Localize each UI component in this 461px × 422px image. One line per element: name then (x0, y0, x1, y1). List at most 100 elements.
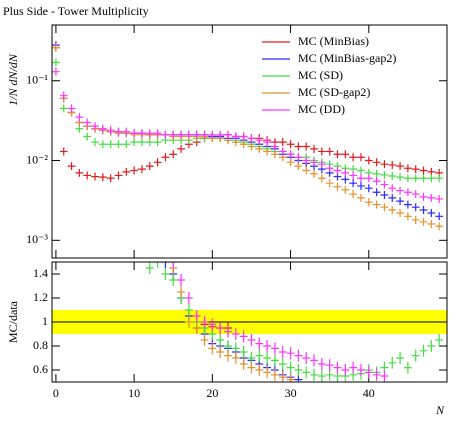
data-point (138, 138, 146, 147)
data-point (364, 366, 373, 379)
data-point (411, 203, 420, 212)
ratio-y-axis-label: MC/data (6, 300, 20, 343)
data-point (325, 179, 334, 188)
data-point (278, 346, 287, 358)
data-point (255, 337, 264, 350)
data-point (169, 274, 178, 286)
data-point (357, 364, 365, 376)
data-point (106, 126, 115, 135)
data-point (294, 153, 303, 162)
data-point (364, 156, 373, 165)
data-point (75, 113, 84, 122)
data-point (286, 373, 295, 382)
y-tick-label: 10⁻² (26, 152, 48, 166)
data-point (357, 166, 365, 175)
data-point (411, 190, 420, 199)
data-point (98, 140, 107, 149)
data-point (59, 91, 68, 100)
data-point (286, 361, 295, 374)
data-point (403, 164, 412, 173)
data-point (177, 130, 185, 139)
data-point (325, 147, 334, 156)
data-point (333, 361, 342, 374)
y-tick-label: 1.4 (33, 266, 48, 280)
data-point (294, 364, 303, 376)
data-point (388, 171, 397, 180)
data-point (98, 173, 107, 182)
data-point (294, 142, 303, 151)
data-point (388, 160, 397, 169)
data-point (372, 177, 381, 186)
data-point (75, 168, 84, 177)
data-point (130, 129, 139, 138)
data-point (169, 150, 178, 159)
data-point (286, 140, 295, 149)
data-point (302, 156, 311, 165)
data-point (255, 349, 264, 362)
data-point (138, 165, 146, 174)
data-point (419, 344, 428, 357)
data-point (153, 129, 162, 138)
data-point (419, 192, 428, 201)
data-point (349, 179, 358, 188)
data-point (122, 167, 131, 176)
data-point (271, 142, 279, 151)
data-point (357, 193, 365, 202)
data-point (341, 168, 350, 177)
data-point (83, 132, 92, 141)
legend-label: MC (MinBias) (298, 34, 369, 48)
data-point (239, 132, 248, 141)
data-point (169, 130, 178, 139)
data-point (403, 212, 412, 221)
data-point (357, 153, 365, 162)
data-point (177, 286, 185, 298)
data-point (380, 160, 389, 169)
data-point (208, 130, 217, 139)
data-point (239, 358, 248, 370)
data-point (349, 190, 358, 199)
data-point (349, 153, 358, 162)
data-point (380, 190, 389, 199)
data-point (310, 354, 318, 367)
data-point (184, 304, 193, 316)
data-point (224, 349, 232, 362)
data-point (302, 366, 311, 379)
data-point (435, 212, 444, 221)
data-point (403, 174, 412, 183)
data-point (153, 138, 162, 147)
data-point (200, 130, 209, 139)
data-point (271, 150, 279, 159)
data-point (247, 361, 256, 374)
data-point (239, 330, 248, 343)
data-point (388, 193, 397, 202)
data-point (161, 130, 170, 139)
data-point (419, 217, 428, 226)
data-point (396, 197, 404, 206)
data-point (255, 136, 264, 145)
y-tick-label: 1 (42, 314, 48, 328)
data-point (310, 169, 318, 178)
data-point (333, 150, 342, 159)
x-tick-label: 30 (285, 386, 297, 400)
data-point (403, 200, 412, 209)
data-point (411, 215, 420, 224)
data-point (122, 127, 131, 136)
data-point (145, 129, 154, 138)
data-point (106, 140, 115, 149)
data-point (169, 262, 178, 268)
data-point (325, 359, 334, 372)
data-point (372, 169, 381, 178)
legend-label: MC (MinBias-gap2) (298, 51, 396, 65)
data-point (388, 205, 397, 214)
data-point (427, 174, 436, 183)
data-point (286, 158, 295, 167)
data-point (427, 340, 436, 352)
data-point (396, 173, 404, 182)
data-point (403, 361, 412, 374)
data-point (224, 325, 232, 338)
data-point (59, 147, 68, 156)
data-point (341, 150, 350, 159)
data-point (310, 368, 318, 381)
data-point (177, 144, 185, 153)
data-point (364, 174, 373, 183)
